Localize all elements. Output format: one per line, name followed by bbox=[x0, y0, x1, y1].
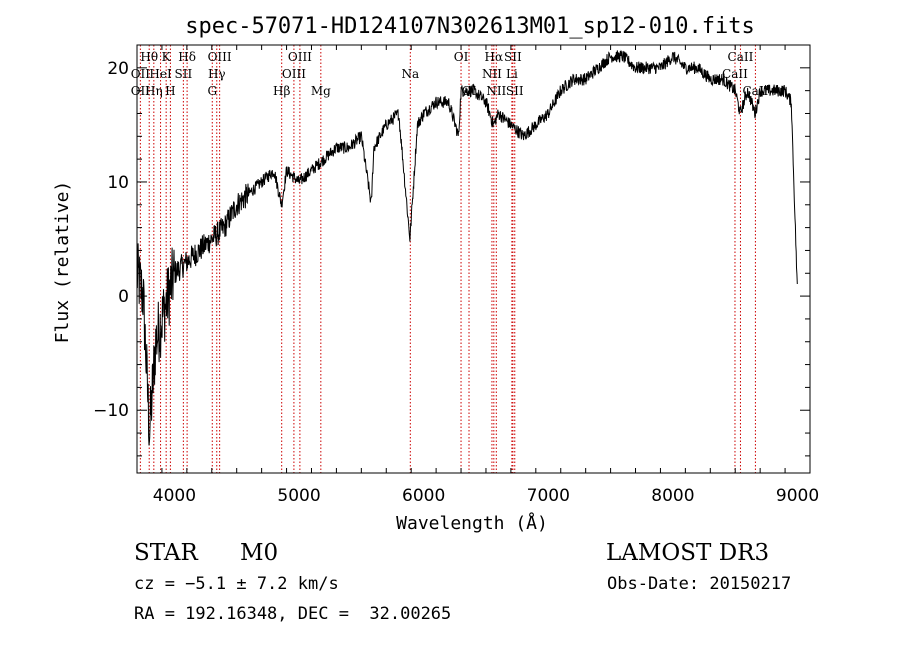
line-marker-label: CaII bbox=[722, 67, 748, 81]
line-marker-label: Mg bbox=[311, 84, 331, 98]
observation-date: Obs-Date: 20150217 bbox=[607, 574, 792, 594]
y-tick-label: 20 bbox=[107, 59, 129, 79]
line-marker-label: OIII bbox=[282, 67, 306, 81]
plot-frame bbox=[136, 44, 811, 474]
x-axis-label: Wavelength (Å) bbox=[396, 512, 548, 534]
line-marker-label: OII bbox=[131, 67, 151, 81]
chart-title: spec-57071-HD124107N302613M01_sp12-010.f… bbox=[185, 14, 755, 39]
line-marker-label: SII bbox=[175, 67, 193, 81]
line-marker-label: Na bbox=[401, 67, 419, 81]
x-tick-label: 6000 bbox=[402, 486, 445, 506]
x-axis-ticks: 4000 5000 6000 7000 8000 9000 bbox=[136, 45, 819, 506]
coordinates: RA = 192.16348, DEC = 32.00265 bbox=[134, 604, 452, 624]
y-axis-ticks: −10 0 10 20 bbox=[93, 44, 810, 457]
line-marker-label: Hα bbox=[485, 50, 504, 64]
line-marker-label: Hγ bbox=[208, 67, 226, 81]
line-marker-label: Hβ bbox=[273, 84, 290, 98]
line-marker-label: OIII bbox=[208, 50, 232, 64]
line-marker-label: OI bbox=[454, 50, 469, 64]
line-marker-label: OIII bbox=[288, 50, 312, 64]
line-marker-label: Hη bbox=[145, 84, 163, 98]
x-tick-label: 5000 bbox=[277, 486, 320, 506]
survey-name: LAMOST DR3 bbox=[606, 540, 770, 566]
line-marker-label: SII bbox=[506, 84, 524, 98]
line-marker-label: Hθ bbox=[140, 50, 158, 64]
line-marker-label: NII bbox=[486, 84, 506, 98]
line-marker-label: Li bbox=[506, 67, 518, 81]
line-marker-label: Hδ bbox=[178, 50, 196, 64]
line-marker-label: K bbox=[162, 50, 172, 64]
y-axis-label: Flux (relative) bbox=[52, 181, 73, 344]
line-marker-label: G bbox=[207, 84, 217, 98]
line-marker-label: CaII bbox=[728, 50, 754, 64]
emission-line-markers bbox=[139, 45, 756, 473]
spectrum-line bbox=[136, 49, 798, 446]
redshift-value: cz = −5.1 ± 7.2 km/s bbox=[134, 574, 339, 594]
x-tick-label: 4000 bbox=[153, 486, 196, 506]
line-marker-label: NII bbox=[482, 67, 502, 81]
x-tick-label: 9000 bbox=[776, 486, 819, 506]
y-tick-label: 10 bbox=[107, 173, 129, 193]
line-marker-label: SII bbox=[504, 50, 522, 64]
y-tick-label: 0 bbox=[118, 287, 129, 307]
spectral-subclass: M0 bbox=[240, 540, 279, 566]
x-tick-label: 7000 bbox=[527, 486, 570, 506]
y-tick-label: −10 bbox=[93, 401, 129, 421]
line-marker-label: HeI bbox=[149, 67, 172, 81]
x-tick-label: 8000 bbox=[651, 486, 694, 506]
line-marker-label: H bbox=[165, 84, 175, 98]
object-type: STAR bbox=[134, 540, 198, 566]
